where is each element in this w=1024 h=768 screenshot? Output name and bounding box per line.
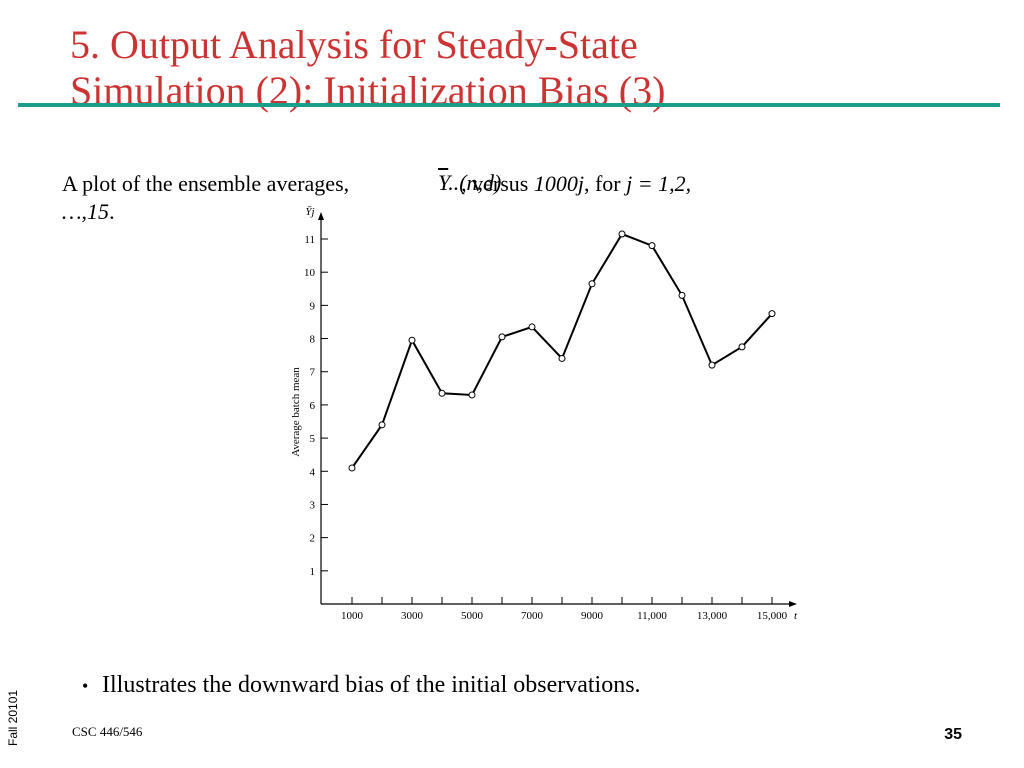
side-label: Fall 20101 [6,688,66,768]
y-tick-label: 6 [310,400,316,412]
intro-line-2-end: . [109,199,115,224]
y-axis-label: Average batch mean [290,367,302,457]
data-point [678,291,686,299]
intro-text-a: A plot of the ensemble averages, [62,171,350,196]
data-point [468,391,476,399]
y-tick-label: 4 [310,466,316,478]
x-tick-label: 15,000 [757,610,788,622]
data-point [558,354,566,362]
y-axis-symbol: Ȳj [305,206,314,218]
intro-line-2: …,15 [62,199,110,224]
y-tick-label: 2 [310,533,316,545]
data-point [648,242,656,250]
slide-title: 5. Output Analysis for Steady-State Simu… [70,22,970,114]
side-label-text: Fall 20101 [6,689,20,746]
data-point [498,333,506,341]
chart-axes [318,212,797,607]
bullet-marker: • [82,676,89,696]
bullet-point: • Illustrates the downward bias of the in… [82,672,641,699]
x-tick-label: 11,000 [637,610,667,622]
chart-ticks: 1 2 3 4 5 6 7 8 9 10 11 1000 3000 5000 7000 9000 11,000 1… [304,234,788,622]
formula-args: ..(n,d) [448,170,502,195]
data-point [528,323,536,331]
x-tick-label: 9000 [581,610,604,622]
y-tick-label: 3 [310,499,316,511]
data-point [588,280,596,288]
title-line-1: 5. Output Analysis for Steady-State [70,22,638,67]
ensemble-average-formula: Y..(n,d) [438,170,501,196]
x-axis-label: t [794,610,798,622]
y-tick-label: 1 [310,566,316,578]
y-tick-label: 10 [304,267,316,279]
intro-text-c: , for [583,171,627,196]
x-tick-label: 1000 [341,610,364,622]
intro-italic-2: j = 1,2, [626,171,692,196]
series-line [351,232,773,469]
intro-text-b: , versus [461,171,534,196]
intro-text: A plot of the ensemble averages, , versus… [62,170,962,226]
data-point [438,389,446,397]
y-tick-label: 11 [304,234,315,246]
formula-y: Y [438,170,449,195]
y-tick-label: 9 [310,300,316,312]
title-divider [18,103,1000,107]
data-point [708,361,716,369]
data-point [768,310,776,318]
intro-italic-1: 1000j [533,171,584,196]
data-point [738,343,746,351]
page-number: 35 [944,726,962,743]
data-point [378,421,386,429]
footer-course: CSC 446/546 [72,724,143,739]
y-tick-label: 5 [310,433,316,445]
data-point [408,336,416,344]
x-tick-label: 13,000 [697,610,728,622]
x-tick-label: 7000 [521,610,544,622]
x-axis-arrow [789,601,797,607]
y-axis-arrow [318,212,324,220]
y-tick-label: 8 [310,334,316,346]
chart-series [348,230,776,472]
data-point [348,464,356,472]
x-tick-label: 3000 [401,610,424,622]
bullet-text: Illustrates the downward bias of the ini… [102,672,641,698]
y-tick-label: 7 [310,367,316,379]
x-tick-label: 5000 [461,610,484,622]
data-point [618,230,626,238]
